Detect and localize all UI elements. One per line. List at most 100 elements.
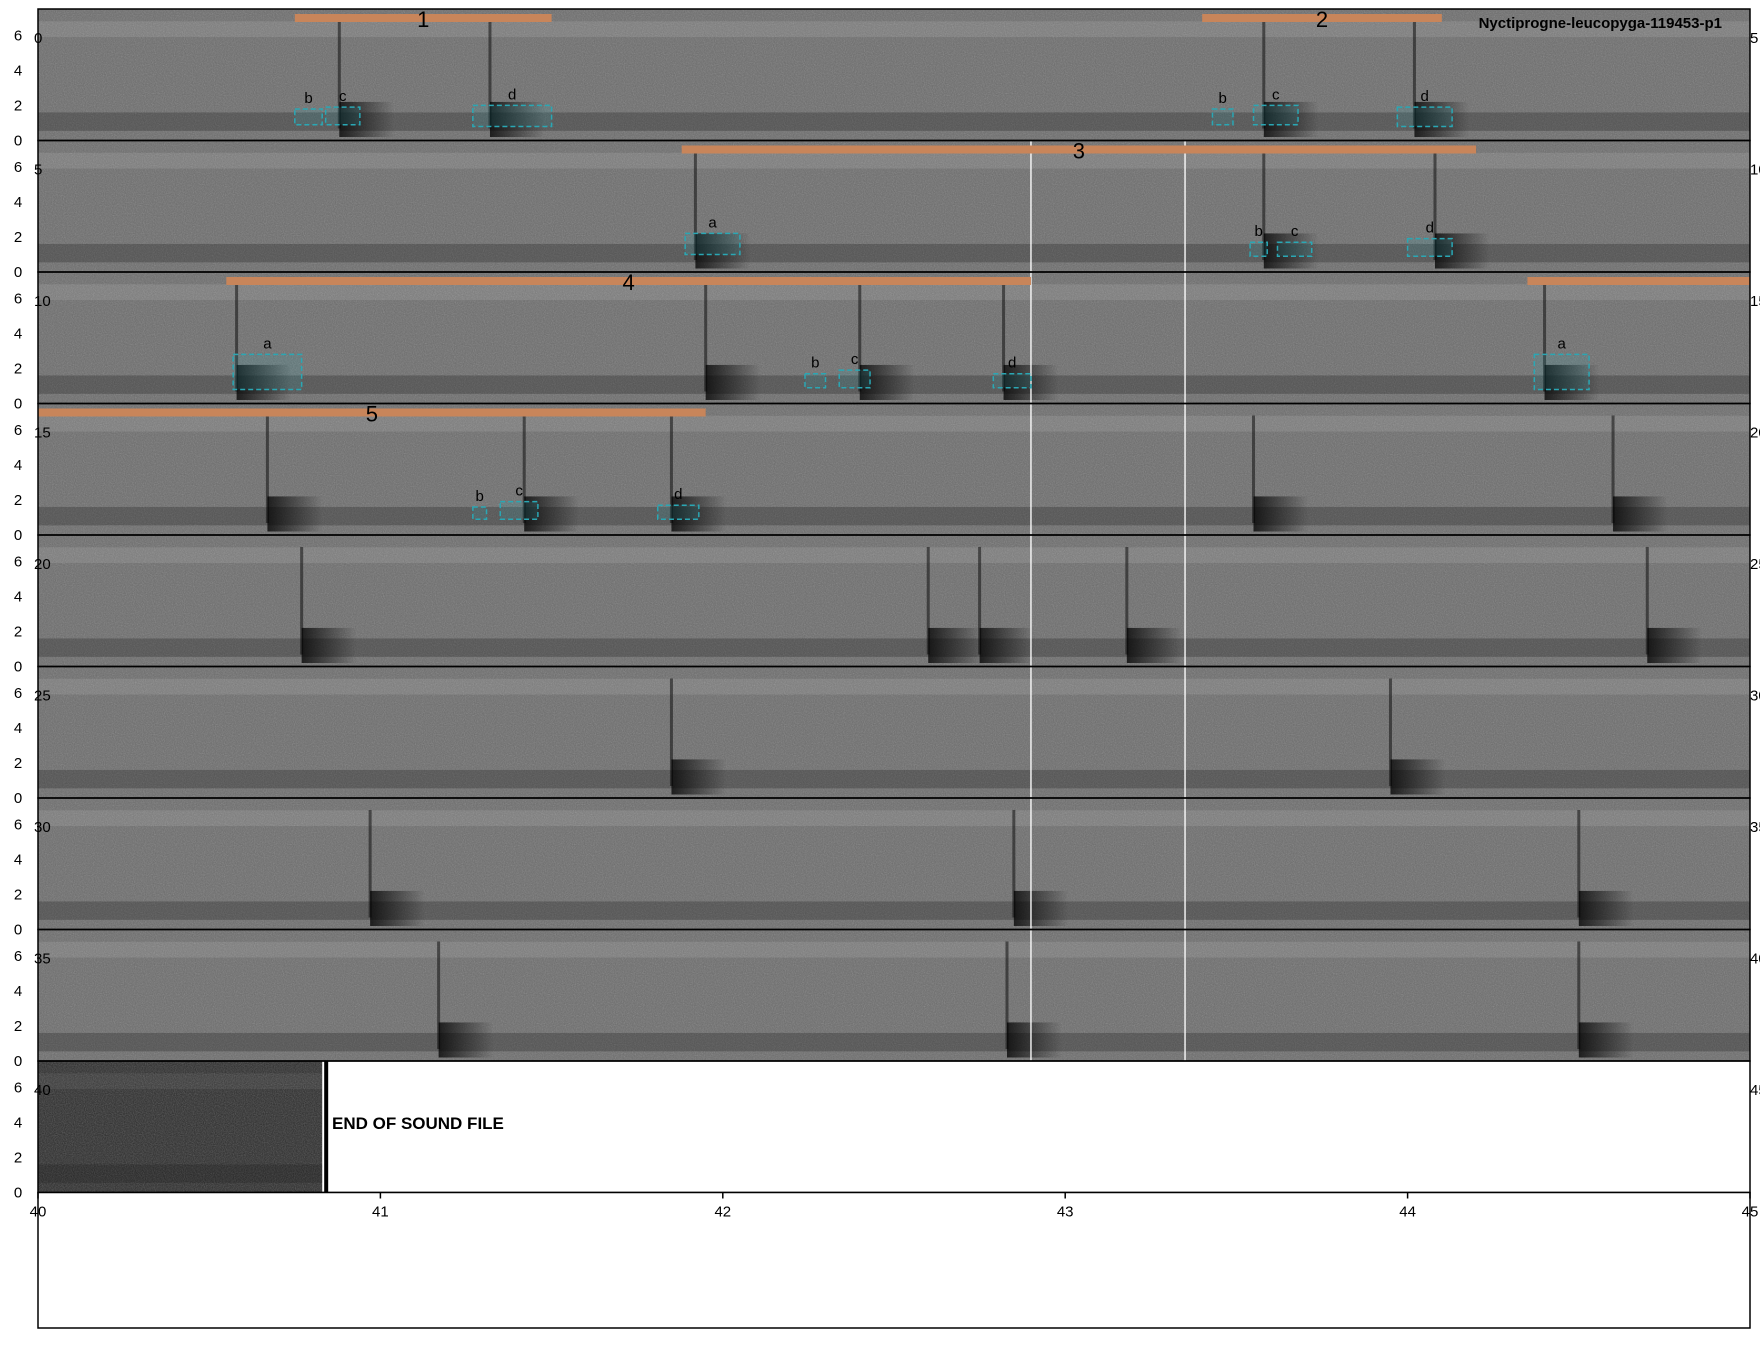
call-energy <box>979 627 1035 663</box>
note-label: d <box>508 86 516 103</box>
phrase-bar <box>1202 14 1442 22</box>
spectrogram-upper-band-0 <box>38 21 1750 38</box>
row-start-label: 30 <box>34 819 51 836</box>
y-tick-label: 6 <box>14 553 22 570</box>
call-streak <box>1002 284 1006 392</box>
y-tick-label: 4 <box>14 325 22 342</box>
note-label: c <box>515 483 523 500</box>
call-energy <box>928 627 984 663</box>
row-end-label: 5 <box>1750 30 1758 47</box>
spectrogram-upper-band-2 <box>38 284 1750 301</box>
spectrogram-low-band-4 <box>38 638 1750 657</box>
row-end-label: 40 <box>1750 951 1760 968</box>
y-tick-label: 2 <box>14 97 22 114</box>
y-tick-label: 0 <box>14 396 22 413</box>
y-tick-label: 0 <box>14 1053 22 1070</box>
y-tick-label: 6 <box>14 27 22 44</box>
note-box <box>1406 237 1453 257</box>
y-tick-label: 4 <box>14 720 22 737</box>
row-end-label: 45 <box>1750 1082 1760 1099</box>
spectrogram-low-band-0 <box>38 112 1750 131</box>
note-box <box>232 353 303 391</box>
phrase-bar <box>1527 277 1750 285</box>
spectrogram-noise-5 <box>38 666 1750 798</box>
note-box <box>1396 106 1453 128</box>
y-tick-label: 2 <box>14 755 22 772</box>
call-energy <box>1647 627 1703 663</box>
call-energy <box>1544 364 1600 400</box>
note-label: d <box>1008 355 1016 372</box>
call-streak <box>522 415 526 523</box>
y-tick-label: 4 <box>14 851 22 868</box>
spectrogram-upper-band-8 <box>38 1073 323 1090</box>
row-end-label: 30 <box>1750 688 1760 705</box>
note-label: b <box>304 90 312 107</box>
spectrogram-noise-7 <box>38 929 1750 1061</box>
row-start-label: 25 <box>34 688 51 705</box>
note-box <box>1252 104 1299 126</box>
call-energy <box>1006 1022 1062 1058</box>
y-tick-label: 0 <box>14 264 22 281</box>
y-tick-label: 0 <box>14 790 22 807</box>
note-label: a <box>263 335 272 352</box>
y-tick-label: 0 <box>14 527 22 544</box>
x-tick-label: 41 <box>372 1204 389 1221</box>
note-label: b <box>1219 90 1227 107</box>
note-box <box>294 108 323 126</box>
call-streak <box>1252 415 1256 523</box>
y-tick-label: 4 <box>14 62 22 79</box>
row-start-label: 5 <box>34 162 42 179</box>
row-start-label: 40 <box>34 1082 51 1099</box>
note-label: c <box>1272 86 1280 103</box>
y-tick-label: 6 <box>14 290 22 307</box>
call-energy <box>859 364 915 400</box>
y-tick-label: 2 <box>14 886 22 903</box>
call-energy <box>267 496 323 532</box>
end-of-sound-line <box>324 1061 329 1193</box>
y-tick-label: 6 <box>14 1079 22 1096</box>
figure-title: Nyctiprogne-leucopyga-119453-p1 <box>1479 15 1722 32</box>
y-tick-label: 6 <box>14 685 22 702</box>
call-streak <box>1577 941 1581 1049</box>
call-streak <box>265 415 269 523</box>
call-energy <box>671 759 727 795</box>
y-tick-label: 6 <box>14 948 22 965</box>
spectrogram-low-band-7 <box>38 1032 1750 1052</box>
note-label: d <box>674 486 682 503</box>
phrase-bar <box>38 408 706 417</box>
row-start-label: 15 <box>34 425 51 442</box>
call-energy <box>695 233 751 269</box>
note-label: d <box>1426 220 1434 237</box>
call-energy <box>489 101 545 137</box>
note-label: b <box>1254 223 1262 240</box>
row-end-label: 15 <box>1750 293 1760 310</box>
call-streak <box>1262 21 1266 129</box>
spectrogram-upper-band-3 <box>38 415 1750 432</box>
row-end-label: 10 <box>1750 162 1760 179</box>
call-streak <box>1577 810 1581 918</box>
note-box <box>1533 353 1590 391</box>
y-tick-label: 4 <box>14 588 22 605</box>
x-tick-label: 43 <box>1057 1204 1074 1221</box>
call-streak <box>1543 284 1547 392</box>
phrase-bar <box>226 277 1031 285</box>
call-energy <box>1013 890 1069 926</box>
call-streak <box>1388 678 1392 786</box>
phrase-label: 4 <box>623 270 635 295</box>
note-box <box>838 369 871 389</box>
call-streak <box>235 284 239 392</box>
note-label: a <box>708 214 717 231</box>
y-tick-label: 2 <box>14 360 22 377</box>
call-streak <box>858 284 862 392</box>
call-energy <box>1253 496 1309 532</box>
spectrogram-noise-8 <box>38 1061 323 1193</box>
y-tick-label: 2 <box>14 623 22 640</box>
spectrogram-upper-band-4 <box>38 547 1750 564</box>
note-box <box>656 504 700 520</box>
call-streak <box>669 678 673 786</box>
call-streak <box>1262 152 1266 260</box>
note-box <box>992 372 1032 389</box>
call-streak <box>669 415 673 523</box>
call-energy <box>1578 890 1634 926</box>
call-streak <box>337 21 341 129</box>
